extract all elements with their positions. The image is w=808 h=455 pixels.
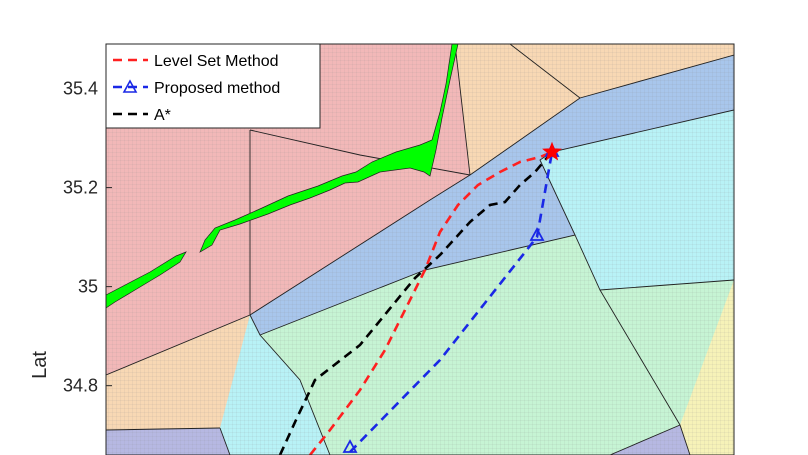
map-regions (106, 44, 734, 455)
y-axis: 34.8 35 35.2 35.4 (63, 79, 112, 396)
legend: Level Set Method Proposed method A* (105, 43, 321, 129)
triangle-marker (529, 227, 545, 241)
y-tick-label: 35.2 (63, 178, 98, 198)
y-axis-title: Lat (29, 351, 51, 379)
plot-frame (105, 43, 735, 455)
y-tick-label: 34.8 (63, 376, 98, 396)
land-islet (106, 251, 187, 309)
start-star-marker (542, 141, 562, 161)
series-line-level-set (308, 150, 553, 455)
triangle-marker (342, 439, 358, 453)
legend-box (105, 43, 321, 129)
legend-label-proposed: Proposed method (154, 80, 280, 97)
y-tick-label: 35.4 (63, 79, 98, 99)
legend-marker-proposed (122, 79, 138, 93)
legend-label-astar: A* (154, 107, 171, 124)
land-strip (199, 44, 459, 253)
series-line-astar (278, 151, 553, 455)
y-tick-label: 35 (78, 277, 98, 297)
legend-label-level-set: Level Set Method (154, 53, 279, 70)
land-masses (106, 44, 459, 309)
series-line-proposed (349, 151, 554, 453)
series-lines (278, 150, 554, 455)
